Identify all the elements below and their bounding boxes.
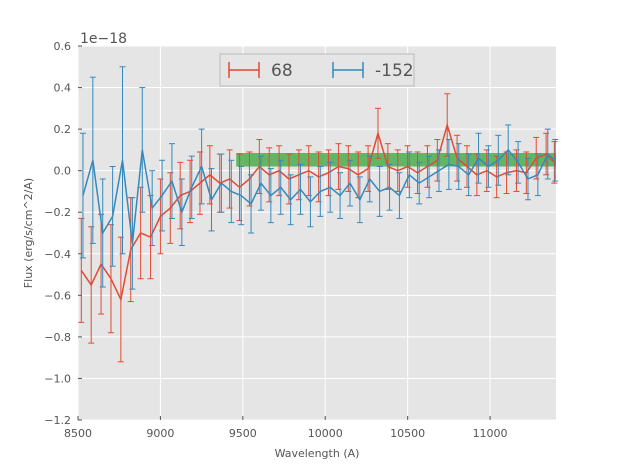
x-axis-label: Wavelength (A) [275,447,360,460]
legend[interactable]: 68 -152 [219,53,415,87]
y-tick-label: −0.6 [44,289,71,302]
y-tick-label: 0.2 [54,123,72,136]
series-layer [78,66,559,363]
y-axis-ticks: 0.6 0.4 0.2 0.0 −0.2 −0.4 −0.6 −0.8 −1.0 −1.2 [44,40,82,427]
x-tick-label: 9000 [146,427,174,440]
x-axis-ticks: 8500 9000 9500 10000 10500 11000 [64,416,508,440]
y-tick-label: 0.4 [54,82,72,95]
y-axis-label: Flux (erg/s/cm^2/A) [22,178,35,288]
y-tick-label: −1.2 [44,414,71,427]
series-line [82,148,556,244]
x-tick-label: 10500 [390,427,425,440]
y-tick-label: −0.4 [44,248,71,261]
y-tick-label: −0.2 [44,206,71,219]
y-tick-label: −1.0 [44,372,71,385]
grid-lines [77,45,556,421]
legend-label: -152 [375,61,414,81]
legend-entry[interactable]: -152 [332,61,414,81]
y-tick-label: 0.0 [54,165,72,178]
x-tick-label: 8500 [64,427,92,440]
legend-entry[interactable]: 68 [228,61,293,81]
series-line [80,122,555,302]
y-offset-label: 1e−18 [80,31,127,47]
plot-area [78,46,556,420]
x-tick-label: 11000 [473,427,508,440]
legend-label: 68 [271,61,293,81]
series-2 [79,66,559,290]
y-tick-label: 0.6 [54,40,72,53]
y-tick-label: −0.8 [44,331,71,344]
x-tick-label: 10000 [308,427,343,440]
x-tick-label: 9500 [229,427,257,440]
